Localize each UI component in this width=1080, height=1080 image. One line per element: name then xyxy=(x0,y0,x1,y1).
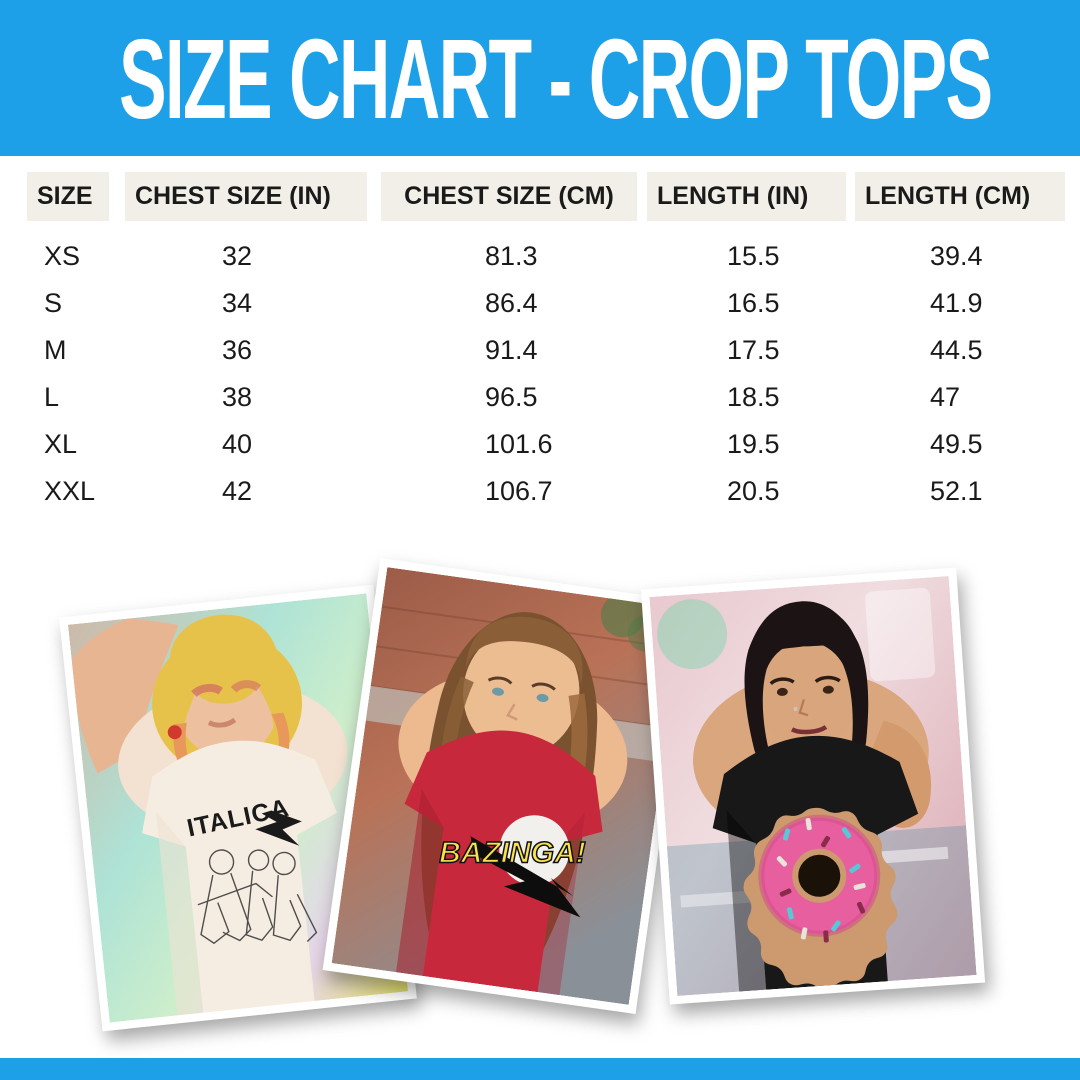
svg-text:BAZINGA!: BAZINGA! xyxy=(439,836,586,869)
